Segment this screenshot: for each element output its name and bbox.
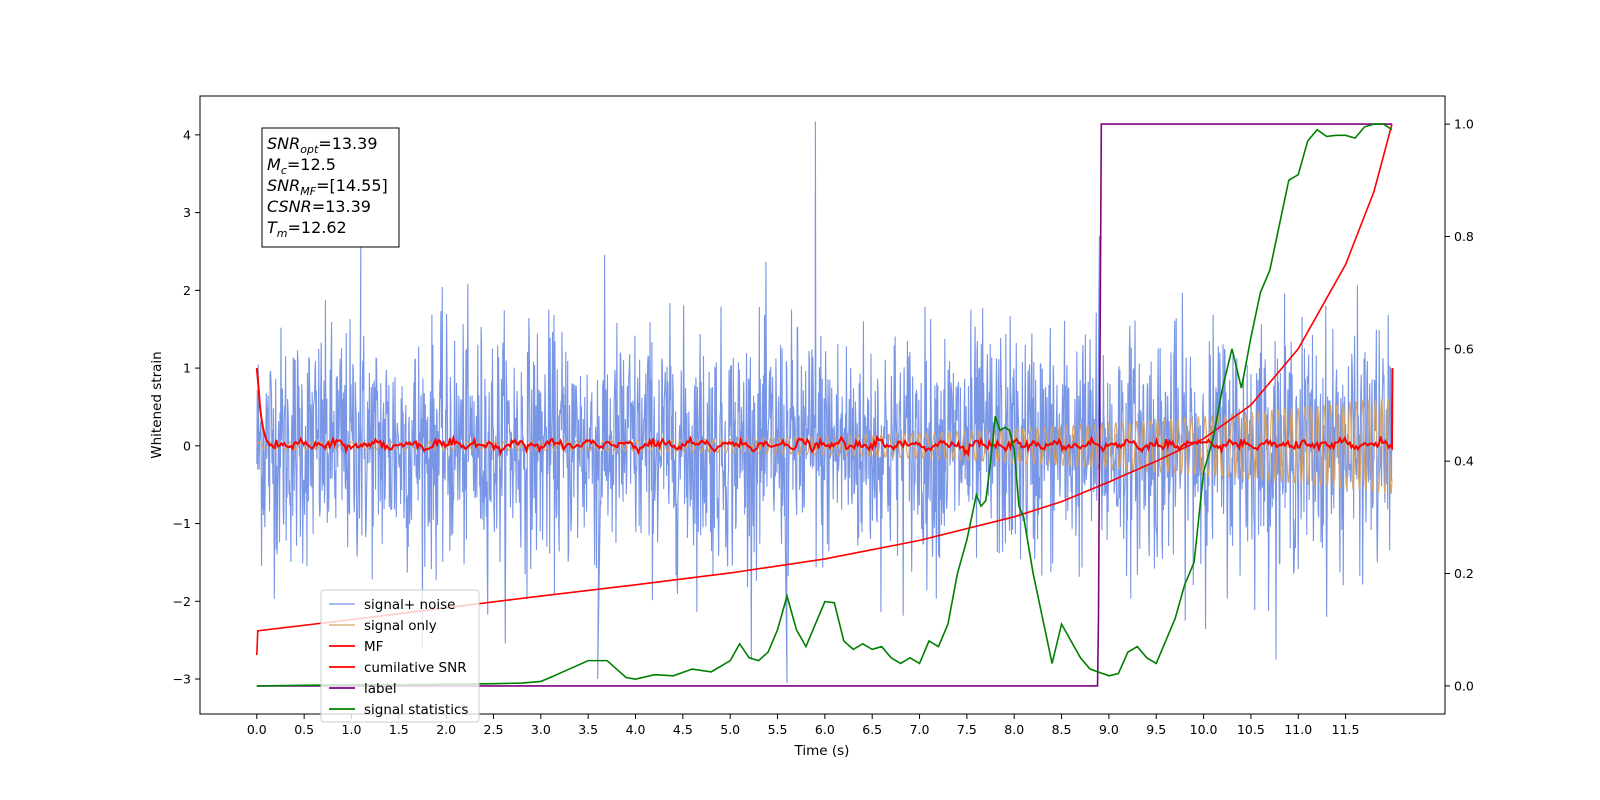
x-axis: 0.0 0.5 1.0 1.5 2.0 2.5 3.0 3.5 4.0 4.5 5.0 5.5 6.0 6…: [247, 714, 1360, 737]
y2-tick-label: 0.6: [1454, 341, 1474, 356]
series-line-label: [256, 123, 1392, 687]
x-tick-label: 4.0: [626, 722, 646, 737]
x-tick-label: 6.5: [862, 722, 882, 737]
x-tick-label: 11.5: [1332, 722, 1360, 737]
legend-label: signal only: [364, 618, 437, 634]
annotation-frame: [261, 127, 400, 248]
y2-tick-label: 0.4: [1454, 454, 1474, 469]
legend-label: label: [364, 681, 397, 697]
axes-frame: [199, 95, 1446, 715]
x-tick-label: 11.0: [1284, 722, 1312, 737]
y2-tick-label: 0.2: [1454, 566, 1474, 581]
x-tick-label: 5.5: [768, 722, 788, 737]
y-tick-label: −2: [173, 594, 191, 609]
y-tick-label: −1: [173, 516, 191, 531]
y2-axis: 0.0 0.2 0.4 0.6 0.8 1.0: [1445, 117, 1474, 693]
y-tick-label: 3: [183, 205, 191, 220]
y-tick-label: 1: [183, 361, 191, 376]
y2-tick-label: 0.8: [1454, 229, 1474, 244]
series-line-signal-statistics: [256, 123, 1393, 687]
x-tick-label: 0.5: [294, 722, 314, 737]
annotation-line: CSNR=13.39: [267, 197, 371, 216]
x-tick-label: 5.0: [720, 722, 740, 737]
x-tick-label: 2.0: [436, 722, 456, 737]
legend-label: signal+ noise: [364, 597, 455, 613]
x-tick-label: 9.5: [1146, 722, 1166, 737]
x-tick-label: 9.0: [1099, 722, 1119, 737]
x-tick-label: 2.5: [484, 722, 504, 737]
x-tick-label: 7.5: [957, 722, 977, 737]
x-tick-label: 3.0: [531, 722, 551, 737]
x-tick-label: 10.5: [1237, 722, 1265, 737]
y-tick-label: 2: [183, 283, 191, 298]
x-tick-label: 4.5: [673, 722, 693, 737]
x-tick-label: 8.0: [1004, 722, 1024, 737]
y2-tick-label: 1.0: [1454, 117, 1474, 132]
x-tick-label: 1.0: [342, 722, 362, 737]
y-tick-label: −3: [173, 672, 191, 687]
series-line-mf: [255, 367, 1394, 458]
legend-label: MF: [364, 639, 383, 655]
legend-frame: [320, 589, 480, 723]
x-tick-label: 8.5: [1052, 722, 1072, 737]
annotation-line: SNRopt=13.39: [267, 134, 378, 156]
y-axis-label: Whitened strain: [149, 351, 165, 458]
annotation-line: Mc=12.5: [267, 155, 336, 177]
y-tick-label: 4: [183, 127, 191, 142]
x-tick-label: 7.0: [910, 722, 930, 737]
series-line-signal-noise: [256, 121, 1393, 683]
annotation-box: SNRopt=13.39Mc=12.5SNRMF=[14.55]CSNR=13.…: [261, 127, 400, 248]
y-tick-label: 0: [183, 438, 191, 453]
y2-tick-label: 0.0: [1454, 678, 1474, 693]
legend-label: cumilative SNR: [364, 660, 467, 676]
x-tick-label: 0.0: [247, 722, 267, 737]
legend: signal+ noise signal only MF cumilative SNR…: [320, 589, 480, 723]
x-tick-label: 6.0: [815, 722, 835, 737]
x-tick-label: 10.0: [1190, 722, 1218, 737]
annotation-line: Tm=12.62: [267, 218, 347, 240]
x-tick-label: 1.5: [389, 722, 409, 737]
x-axis-label: Time (s): [794, 743, 850, 759]
y-axis: −3 −2 −1 0 1 2 3 4: [173, 127, 200, 687]
x-tick-label: 3.5: [578, 722, 598, 737]
annotation-line: SNRMF=[14.55]: [267, 176, 388, 198]
legend-label: signal statistics: [364, 702, 468, 718]
